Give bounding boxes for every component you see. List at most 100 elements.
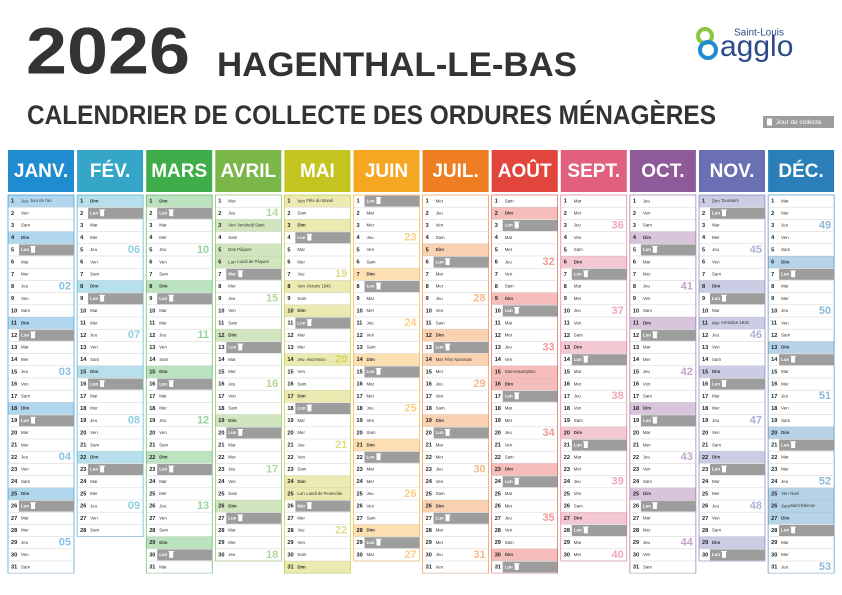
day-number: 2 [287, 211, 290, 217]
bin-lid [375, 368, 382, 369]
day-number: 29 [771, 540, 777, 546]
bin-lid [99, 380, 105, 382]
weekday: Jeu [643, 540, 651, 545]
week-number: 06 [128, 244, 140, 256]
day-number: 25 [771, 491, 777, 497]
weekday: Ven [712, 430, 720, 435]
bin-icon [445, 259, 450, 265]
bin-icon [169, 381, 174, 387]
collection-day [640, 329, 696, 341]
day-number: 14 [80, 357, 87, 363]
bin-lid [30, 331, 36, 333]
weekday: Sam [90, 357, 99, 362]
day-number: 19 [495, 418, 501, 424]
weekday: Mer [712, 491, 720, 496]
weekday: Ven [436, 479, 444, 484]
day-highlight [768, 512, 835, 525]
weekday: Mar [436, 271, 444, 276]
day-number: 23 [702, 467, 708, 473]
weekday: Sam [643, 308, 652, 313]
day-number: 9 [633, 296, 636, 302]
weekday: Mer [436, 369, 444, 374]
bin-lid [513, 563, 520, 565]
weekday: Jeu [574, 393, 582, 398]
weekday: Dim [436, 247, 444, 252]
holiday: Lundi de Pâques [237, 259, 268, 264]
day-number: 25 [80, 491, 86, 497]
day-number: 14 [495, 357, 502, 363]
day-highlight [284, 304, 351, 317]
bin-icon [767, 118, 772, 126]
day-number: 28 [149, 528, 155, 534]
week-number: 32 [542, 256, 554, 268]
day-number: 14 [633, 357, 640, 363]
week-number: 17 [266, 463, 278, 475]
month-name: JUIN [365, 161, 408, 182]
weekday: Lun [228, 430, 236, 435]
day-number: 1 [495, 199, 498, 205]
weekday: Jeu [228, 467, 236, 472]
day-number: 19 [149, 418, 155, 424]
day-number: 26 [564, 504, 570, 510]
week-number: 37 [612, 305, 624, 317]
collection-day [226, 427, 282, 439]
weekday: Mar [228, 442, 236, 447]
weekday: Mar [297, 247, 305, 252]
day-number: 10 [702, 308, 708, 314]
day-number: 17 [218, 394, 224, 400]
weekday: Mer [574, 381, 582, 386]
day-number: 8 [495, 284, 498, 290]
collection-day [295, 317, 351, 329]
day-number: 3 [149, 223, 152, 229]
week-number: 39 [612, 476, 624, 488]
day-number: 26 [80, 504, 86, 510]
day-number: 12 [80, 333, 86, 339]
bin-lid [444, 258, 451, 260]
weekday: Ven [159, 259, 167, 264]
holiday: Victoire 1945 [306, 284, 331, 289]
day-number: 9 [287, 296, 290, 302]
weekday: Mar [90, 223, 98, 228]
day-number: 13 [495, 345, 501, 351]
day-highlight [699, 451, 765, 464]
weekday: Sam [505, 369, 514, 374]
day-highlight [284, 219, 351, 232]
day-number: 25 [633, 491, 639, 497]
week-number: 09 [128, 500, 140, 512]
day-number: 9 [357, 296, 360, 302]
weekday: Lun [21, 418, 29, 423]
weekday: Lun [367, 369, 375, 374]
bin-lid [583, 355, 589, 357]
day-number: 15 [287, 369, 293, 375]
day-number: 13 [218, 345, 224, 351]
weekday: Mer [574, 467, 582, 472]
day-number: 9 [702, 296, 705, 302]
day-highlight [284, 195, 351, 208]
weekday: Ven [436, 223, 444, 228]
day-number: 30 [633, 552, 639, 558]
day-number: 12 [633, 333, 639, 339]
weekday: Lun [712, 467, 720, 472]
collection-day [88, 378, 144, 390]
bin-lid [306, 404, 313, 406]
day-number: 13 [702, 345, 708, 351]
weekday: Jeu [436, 210, 444, 215]
day-number: 24 [287, 479, 294, 485]
weekday: Mer [90, 406, 98, 411]
day-highlight [215, 219, 282, 232]
day-number: 26 [11, 504, 17, 510]
weekday: Mer [90, 235, 98, 240]
day-number: 8 [633, 284, 636, 290]
weekday: Mar [159, 223, 167, 228]
day-number: 21 [149, 443, 155, 449]
weekday: Lun [643, 247, 651, 252]
day-number: 17 [702, 394, 708, 400]
bin-lid [168, 465, 174, 467]
weekday: Sam [297, 210, 306, 215]
day-number: 15 [426, 369, 432, 375]
day-number: 29 [426, 540, 432, 546]
weekday: Dim [228, 418, 236, 423]
day-number: 3 [564, 223, 567, 229]
day-number: 20 [149, 430, 155, 436]
day-number: 20 [495, 430, 501, 436]
